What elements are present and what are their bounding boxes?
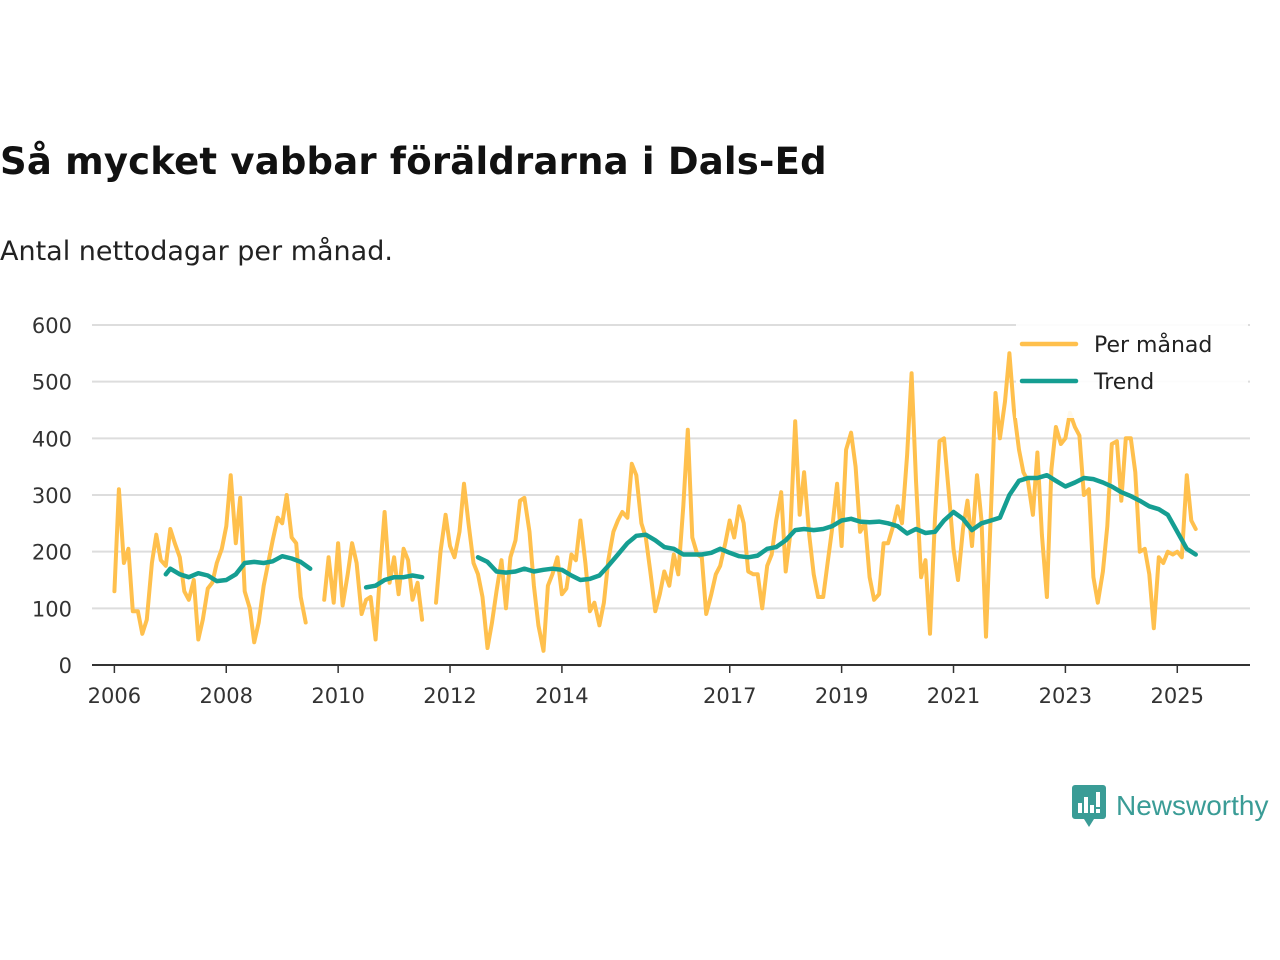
y-tick-label: 600 bbox=[32, 314, 72, 338]
legend: Per månad Trend bbox=[1016, 324, 1248, 418]
y-tick-label: 200 bbox=[32, 541, 72, 565]
chart-title: Så mycket vabbar föräldrarna i Dals-Ed bbox=[0, 140, 827, 183]
y-axis-ticks: 0 100 200 300 400 500 600 bbox=[32, 314, 72, 678]
x-axis: 2006 2008 2010 2012 2014 2017 2019 2021 2023 2025 bbox=[88, 664, 1250, 708]
x-tick-label: 2010 bbox=[311, 684, 364, 708]
legend-background bbox=[1016, 324, 1248, 418]
x-tick-label: 2023 bbox=[1039, 684, 1092, 708]
x-tick-label: 2014 bbox=[535, 684, 588, 708]
line-chart: 0 100 200 300 400 500 600 2006 2008 2010 2012 2014… bbox=[32, 314, 1250, 708]
per-manad-line-segment-1 bbox=[322, 510, 425, 642]
y-tick-label: 100 bbox=[32, 597, 72, 621]
trend-line-segment-2 bbox=[475, 472, 1198, 583]
chart-subtitle: Antal nettodagar per månad. bbox=[0, 236, 393, 267]
trend-line-segment-1 bbox=[363, 573, 425, 590]
newsworthy-logo-icon bbox=[1072, 785, 1106, 827]
legend-label-per-manad: Per månad bbox=[1094, 332, 1212, 358]
x-tick-label: 2006 bbox=[88, 684, 141, 708]
y-tick-label: 0 bbox=[59, 654, 72, 678]
y-tick-label: 400 bbox=[32, 427, 72, 451]
x-tick-label: 2019 bbox=[815, 684, 868, 708]
x-tick-label: 2021 bbox=[927, 684, 980, 708]
x-tick-label: 2012 bbox=[423, 684, 476, 708]
x-tick-label: 2017 bbox=[703, 684, 756, 708]
series-trend bbox=[163, 472, 1198, 590]
per-manad-line-segment-0 bbox=[112, 473, 308, 645]
y-tick-label: 300 bbox=[32, 484, 72, 508]
x-tick-label: 2008 bbox=[200, 684, 253, 708]
x-tick-label: 2025 bbox=[1151, 684, 1204, 708]
trend-line-segment-0 bbox=[163, 553, 313, 584]
y-tick-label: 500 bbox=[32, 371, 72, 395]
legend-label-trend: Trend bbox=[1093, 370, 1154, 395]
newsworthy-brand: Newsworthy bbox=[1072, 785, 1268, 827]
brand-name: Newsworthy bbox=[1116, 790, 1269, 821]
